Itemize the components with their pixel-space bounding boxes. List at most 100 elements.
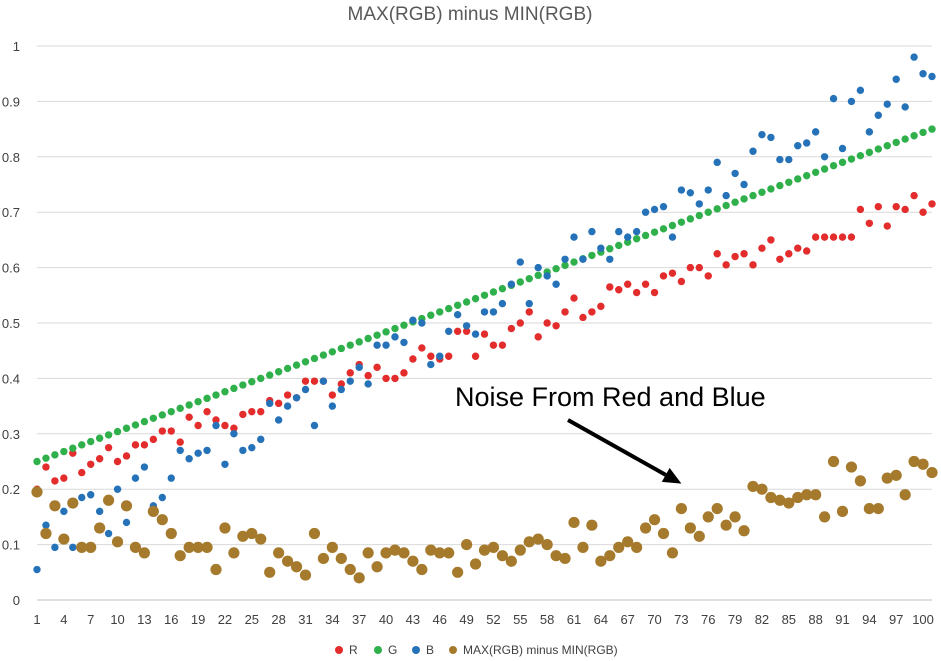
data-point: [389, 544, 401, 556]
legend-label: MAX(RGB) minus MIN(RGB): [463, 643, 618, 657]
data-point: [416, 563, 428, 576]
data-point: [552, 322, 560, 330]
data-point: [803, 139, 811, 147]
data-point: [230, 424, 238, 432]
data-point: [684, 522, 696, 534]
data-point: [892, 202, 900, 211]
data-point: [373, 331, 381, 339]
data-point: [767, 185, 775, 193]
data-point: [525, 308, 533, 316]
data-point: [104, 529, 113, 538]
y-tick-label: 0.2: [2, 482, 20, 497]
data-point: [561, 255, 569, 263]
data-point: [819, 511, 831, 523]
data-point: [713, 250, 721, 258]
data-point: [615, 241, 623, 250]
data-point: [31, 486, 43, 498]
y-tick-label: 0.5: [2, 316, 20, 331]
data-point: [749, 191, 757, 200]
data-point: [543, 272, 551, 280]
data-point: [552, 265, 560, 273]
data-point: [525, 299, 533, 308]
data-point: [282, 555, 294, 567]
data-point: [400, 321, 408, 329]
data-point: [158, 427, 166, 435]
data-point: [765, 491, 777, 504]
data-point: [570, 258, 578, 266]
data-point: [910, 191, 918, 200]
data-point: [94, 522, 106, 534]
data-point: [901, 103, 909, 111]
data-point: [425, 544, 437, 556]
data-point: [310, 377, 319, 385]
legend-label: B: [426, 643, 434, 657]
data-point: [69, 543, 77, 552]
data-point: [686, 189, 695, 197]
x-tick-label: 37: [352, 612, 366, 627]
data-point: [579, 255, 587, 263]
data-point: [301, 358, 310, 366]
gridlines: [37, 45, 932, 601]
data-point: [480, 308, 489, 316]
data-point: [722, 261, 730, 269]
data-point: [640, 522, 652, 534]
data-point: [695, 200, 703, 208]
data-point: [740, 180, 748, 189]
data-point: [469, 558, 482, 570]
data-point: [498, 299, 507, 308]
data-point: [398, 547, 410, 559]
data-point: [505, 555, 517, 567]
data-point: [391, 324, 399, 333]
data-point: [774, 494, 786, 506]
data-point: [283, 364, 292, 373]
data-point: [659, 272, 668, 280]
data-point: [346, 369, 354, 377]
data-point: [122, 424, 131, 432]
data-point: [872, 502, 884, 515]
data-point: [85, 541, 97, 553]
data-point: [516, 278, 524, 286]
data-point: [42, 521, 50, 529]
data-point: [749, 261, 757, 269]
x-tick-label: 94: [862, 612, 876, 627]
data-point: [274, 416, 283, 424]
y-tick-label: 0: [13, 593, 20, 608]
data-point: [78, 468, 86, 477]
data-point: [845, 461, 858, 473]
data-point: [391, 374, 399, 383]
data-point: [221, 460, 229, 468]
x-tick-label: 7: [87, 612, 94, 627]
data-point: [462, 327, 471, 336]
legend-marker: [335, 646, 343, 654]
data-point: [713, 158, 721, 167]
data-point: [534, 271, 542, 280]
data-point: [856, 151, 865, 160]
data-point: [829, 233, 838, 241]
data-point: [776, 181, 784, 190]
x-tick-label: 55: [513, 612, 527, 627]
data-point: [729, 511, 741, 523]
data-point: [194, 421, 202, 430]
data-point: [445, 352, 453, 360]
data-point: [588, 251, 596, 260]
data-point: [167, 427, 175, 435]
data-point: [185, 401, 193, 409]
data-point: [283, 391, 292, 399]
data-point: [69, 444, 77, 452]
data-point: [174, 550, 186, 562]
data-point: [95, 455, 104, 463]
data-point: [928, 72, 936, 81]
data-point: [353, 572, 365, 584]
data-point: [543, 319, 551, 327]
data-point: [856, 86, 865, 95]
data-point: [675, 502, 688, 515]
data-point: [149, 435, 158, 444]
data-point: [149, 414, 158, 422]
x-tick-label: 40: [379, 612, 393, 627]
data-point: [257, 374, 265, 383]
data-point: [756, 483, 768, 495]
data-point: [498, 284, 507, 293]
data-point: [445, 304, 453, 313]
data-point: [319, 351, 328, 359]
data-point: [615, 286, 623, 294]
